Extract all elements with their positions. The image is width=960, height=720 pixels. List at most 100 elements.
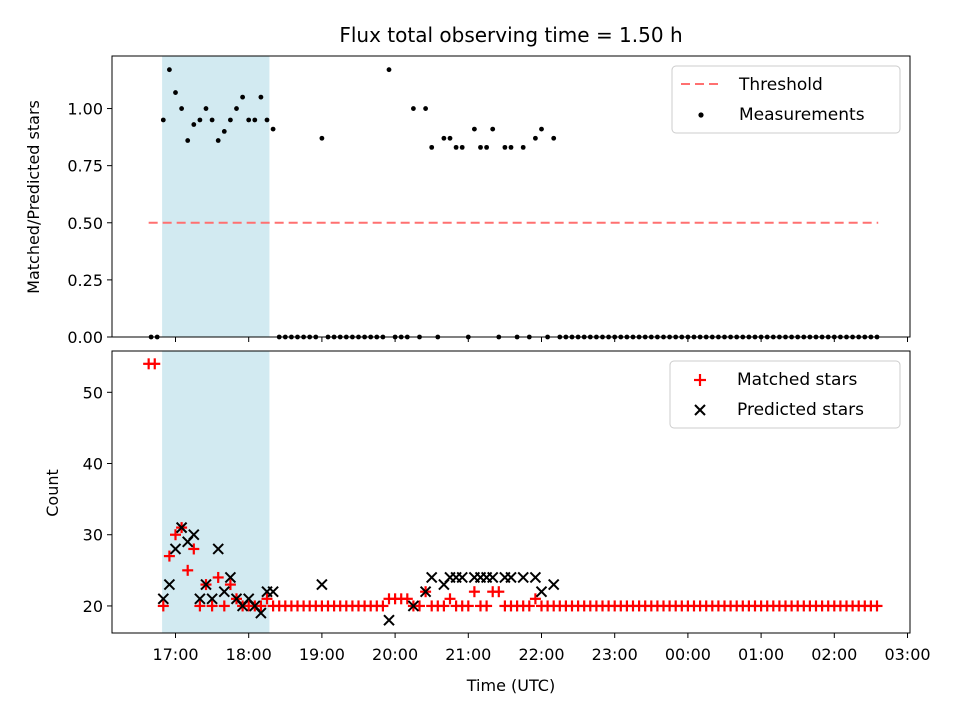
predicted-star-point <box>206 593 218 605</box>
x-tick-label: 03:00 <box>884 645 930 664</box>
measurement-point <box>179 106 185 111</box>
matched-star-point <box>493 586 505 598</box>
predicted-star-point <box>517 571 529 584</box>
predicted-star-point <box>200 578 212 591</box>
matched-star-point <box>157 600 169 612</box>
top-y-axis: 0.00 0.25 0.50 0.75 1.00 <box>67 100 112 347</box>
matched-stars-legend-swatch <box>694 374 706 386</box>
x-axis-label: Time (UTC) <box>466 676 555 695</box>
matched-star-point <box>194 600 206 612</box>
x-tick-label: 17:00 <box>152 645 198 664</box>
bottom-x-axis: 17:00 18:00 19:00 20:00 21:00 22:00 23:00 00:00… <box>152 633 931 664</box>
measurement-point <box>551 135 557 141</box>
measurement-point <box>478 144 483 150</box>
predicted-star-point <box>157 593 170 605</box>
measurement-point <box>319 135 325 141</box>
bottom-y-tick-label: 50 <box>83 383 103 402</box>
chart-title: Flux total observing time = 1.50 h <box>339 23 682 47</box>
matched-star-point <box>377 600 389 612</box>
predicted-star-point <box>456 571 468 584</box>
matched-star-point <box>401 593 413 605</box>
matched-star-point <box>182 564 194 576</box>
measurement-point <box>533 135 538 141</box>
measurement-point <box>472 126 477 132</box>
predicted-star-point <box>316 578 328 591</box>
bottom-y-tick-label: 20 <box>83 597 103 616</box>
predicted-star-point <box>407 600 420 612</box>
matched-star-point <box>149 358 161 370</box>
bottom-y-tick-label: 40 <box>83 455 103 474</box>
measurement-point <box>264 117 270 123</box>
measurement-point <box>167 67 172 73</box>
top-x-axis-ticks <box>175 337 908 342</box>
matched-star-point <box>414 600 425 612</box>
matched-star-point <box>444 593 456 605</box>
matched-star-point <box>218 600 230 612</box>
observing-window-top <box>162 56 270 337</box>
predicted-star-point <box>212 543 224 555</box>
predicted-star-point <box>218 585 231 598</box>
matched-star-point <box>255 600 267 612</box>
top-panel-frame <box>111 55 911 338</box>
measurement-point <box>203 106 209 111</box>
top-legend: Threshold Measurements <box>671 65 901 134</box>
measurement-point <box>270 126 276 132</box>
x-tick-label: 01:00 <box>738 645 784 664</box>
measurement-point <box>209 117 215 123</box>
predicted-star-point <box>267 585 279 598</box>
bottom-legend: Matched stars Predicted stars <box>669 360 901 429</box>
predicted-star-point <box>163 578 176 591</box>
measurement-point <box>160 117 166 123</box>
measurement-point <box>252 117 258 123</box>
predicted-stars-legend-swatch <box>694 404 706 416</box>
measurement-point <box>453 144 459 150</box>
measurement-point <box>197 117 203 123</box>
predicted-star-point <box>529 571 542 584</box>
measurement-point <box>447 135 453 141</box>
measurement-point <box>173 90 178 95</box>
predicted-star-point <box>175 521 188 534</box>
x-tick-label: 22:00 <box>518 645 564 664</box>
top-y-tick-label: 0.75 <box>67 157 103 176</box>
measurement-point <box>228 117 233 123</box>
measurement-point <box>520 144 526 150</box>
predicted-star-point <box>535 585 548 598</box>
matched-stars-series <box>143 358 883 612</box>
matched-star-point <box>438 600 450 612</box>
predicted-star-point <box>255 607 267 619</box>
x-tick-label: 23:00 <box>592 645 638 664</box>
matched-star-point <box>206 600 218 612</box>
x-tick-label: 19:00 <box>299 645 345 664</box>
measurement-point <box>386 67 392 73</box>
matched-star-point <box>468 586 480 598</box>
matched-star-point <box>212 571 224 583</box>
predicted-star-point <box>188 529 200 541</box>
bottom-y-axis-label: Count <box>43 469 62 517</box>
top-y-axis-label: Matched/Predicted stars <box>24 100 43 294</box>
measurements-legend-label: Measurements <box>739 105 865 125</box>
predicted-star-point <box>383 614 395 626</box>
x-tick-label: 20:00 <box>372 645 418 664</box>
bottom-panel-frame <box>111 350 911 634</box>
threshold-legend-label: Threshold <box>738 75 823 95</box>
measurement-point <box>484 144 489 150</box>
x-tick-label: 18:00 <box>226 645 272 664</box>
predicted-star-point <box>194 593 206 605</box>
matched-star-point <box>170 529 181 541</box>
top-y-tick-label: 1.00 <box>67 100 103 119</box>
top-y-tick-label: 0.25 <box>67 271 103 290</box>
predicted-star-point <box>425 571 438 584</box>
top-y-tick-label: 0.00 <box>67 328 103 347</box>
top-panel: 0.00 0.25 0.50 0.75 1.00 Matched/Predicted s… <box>24 55 911 347</box>
measurement-point <box>429 144 435 150</box>
x-tick-label: 21:00 <box>445 645 491 664</box>
matched-star-point <box>188 543 200 555</box>
measurement-point <box>411 106 416 111</box>
observing-window-bottom <box>162 351 270 633</box>
predicted-star-point <box>486 571 499 584</box>
measurement-point <box>502 144 508 150</box>
predicted-star-point <box>419 585 432 598</box>
matched-stars-legend-label: Matched stars <box>737 370 857 390</box>
bottom-legend-box <box>669 360 901 429</box>
